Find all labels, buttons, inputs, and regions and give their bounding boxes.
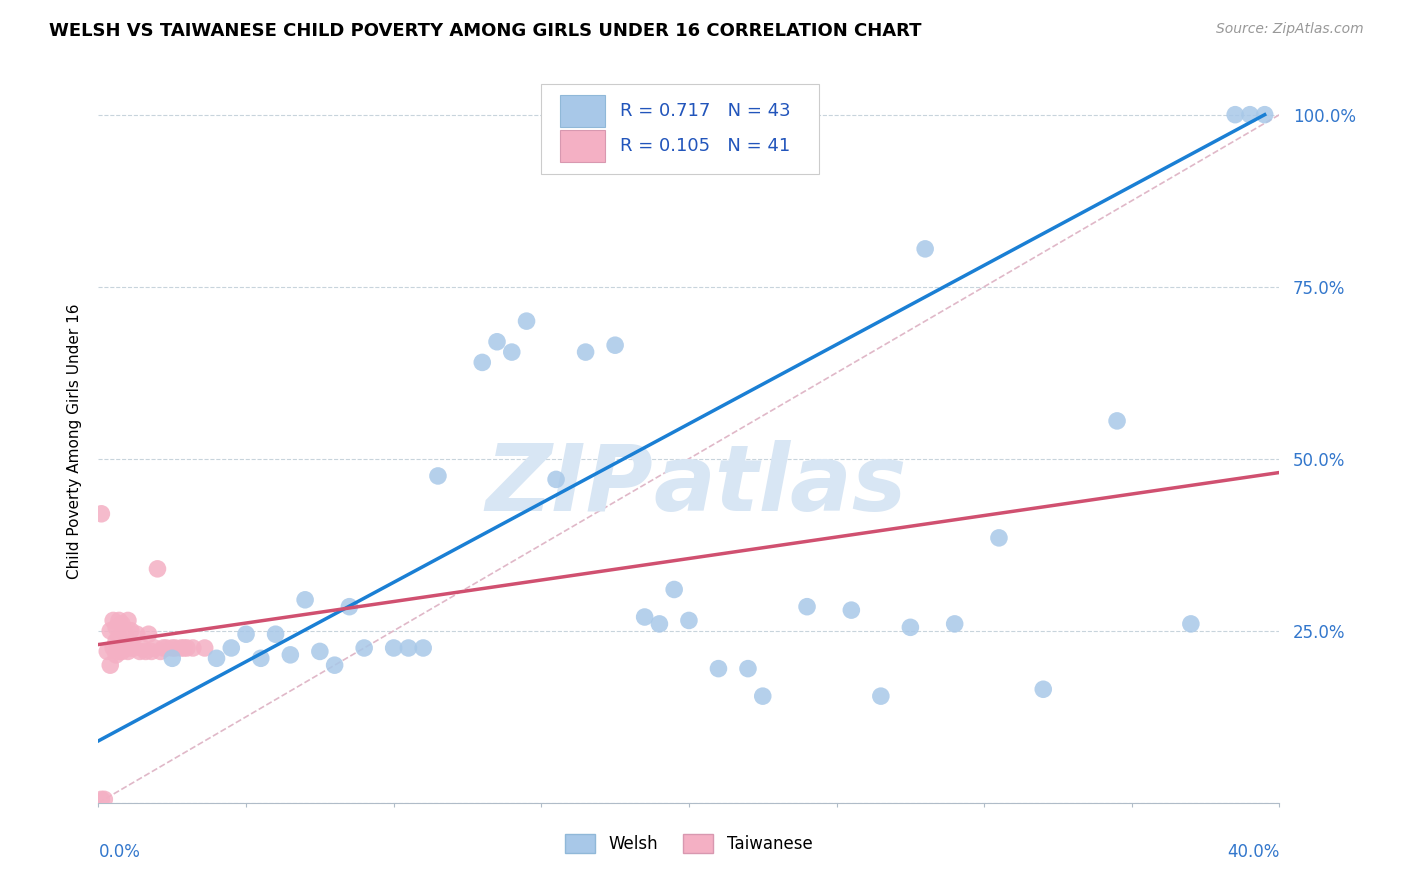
Point — [280, 648, 302, 662]
Point — [111, 616, 134, 631]
Point — [108, 614, 131, 628]
Point — [471, 355, 494, 369]
Text: ZIP: ZIP — [485, 440, 654, 530]
Point — [250, 651, 273, 665]
Point — [323, 658, 346, 673]
Text: atlas: atlas — [654, 440, 907, 530]
Point — [90, 507, 112, 521]
Point — [1107, 414, 1129, 428]
Point — [117, 614, 139, 628]
Point — [1180, 616, 1202, 631]
Point — [149, 644, 172, 658]
Point — [152, 640, 174, 655]
Point — [294, 592, 316, 607]
Point — [108, 644, 131, 658]
Point — [605, 338, 627, 352]
FancyBboxPatch shape — [560, 95, 605, 128]
Legend: Welsh, Taiwanese: Welsh, Taiwanese — [558, 827, 820, 860]
Point — [105, 648, 128, 662]
Point — [173, 640, 195, 655]
Point — [108, 631, 131, 645]
Text: 40.0%: 40.0% — [1227, 843, 1279, 861]
Point — [486, 334, 509, 349]
Point — [128, 644, 150, 658]
Point — [138, 627, 160, 641]
Point — [339, 599, 361, 614]
Point — [988, 531, 1011, 545]
Point — [96, 644, 118, 658]
Text: R = 0.717   N = 43: R = 0.717 N = 43 — [620, 103, 792, 120]
Point — [105, 634, 128, 648]
Text: Source: ZipAtlas.com: Source: ZipAtlas.com — [1216, 22, 1364, 37]
Point — [120, 640, 142, 655]
Point — [141, 644, 163, 658]
Point — [111, 644, 134, 658]
Point — [143, 640, 166, 655]
Point — [162, 640, 183, 655]
Point — [1225, 108, 1247, 122]
FancyBboxPatch shape — [541, 84, 818, 174]
Point — [120, 624, 142, 638]
Point — [353, 640, 375, 655]
Text: WELSH VS TAIWANESE CHILD POVERTY AMONG GIRLS UNDER 16 CORRELATION CHART: WELSH VS TAIWANESE CHILD POVERTY AMONG G… — [49, 22, 922, 40]
Point — [122, 640, 145, 655]
Point — [98, 624, 121, 638]
Point — [648, 616, 671, 631]
Point — [1239, 108, 1261, 122]
Point — [194, 640, 217, 655]
Point — [93, 792, 115, 806]
Point — [165, 640, 187, 655]
Point — [752, 689, 775, 703]
Point — [264, 627, 287, 641]
Point — [90, 792, 112, 806]
Point — [170, 640, 193, 655]
FancyBboxPatch shape — [560, 130, 605, 162]
Point — [501, 345, 523, 359]
Point — [678, 614, 700, 628]
Point — [870, 689, 893, 703]
Point — [707, 662, 730, 676]
Point — [221, 640, 243, 655]
Point — [155, 640, 177, 655]
Point — [205, 651, 228, 665]
Y-axis label: Child Poverty Among Girls Under 16: Child Poverty Among Girls Under 16 — [66, 304, 82, 579]
Point — [309, 644, 332, 658]
Text: 0.0%: 0.0% — [98, 843, 141, 861]
Point — [412, 640, 434, 655]
Point — [796, 599, 818, 614]
Point — [125, 627, 148, 641]
Point — [181, 640, 204, 655]
Point — [516, 314, 538, 328]
Point — [98, 658, 121, 673]
Point — [162, 651, 183, 665]
Point — [135, 644, 157, 658]
Point — [664, 582, 686, 597]
Point — [132, 640, 155, 655]
Point — [114, 627, 136, 641]
Point — [103, 614, 125, 628]
Point — [105, 620, 128, 634]
Point — [176, 640, 198, 655]
Point — [382, 640, 405, 655]
Point — [546, 472, 568, 486]
Point — [1032, 682, 1054, 697]
Point — [914, 242, 936, 256]
Point — [398, 640, 420, 655]
Point — [427, 469, 450, 483]
Text: R = 0.105   N = 41: R = 0.105 N = 41 — [620, 137, 790, 155]
Point — [841, 603, 863, 617]
Point — [114, 640, 136, 655]
Point — [634, 610, 657, 624]
Point — [943, 616, 966, 631]
Point — [146, 562, 169, 576]
Point — [235, 627, 257, 641]
Point — [103, 640, 125, 655]
Point — [575, 345, 598, 359]
Point — [900, 620, 922, 634]
Point — [1254, 108, 1277, 122]
Point — [117, 644, 139, 658]
Point — [737, 662, 759, 676]
